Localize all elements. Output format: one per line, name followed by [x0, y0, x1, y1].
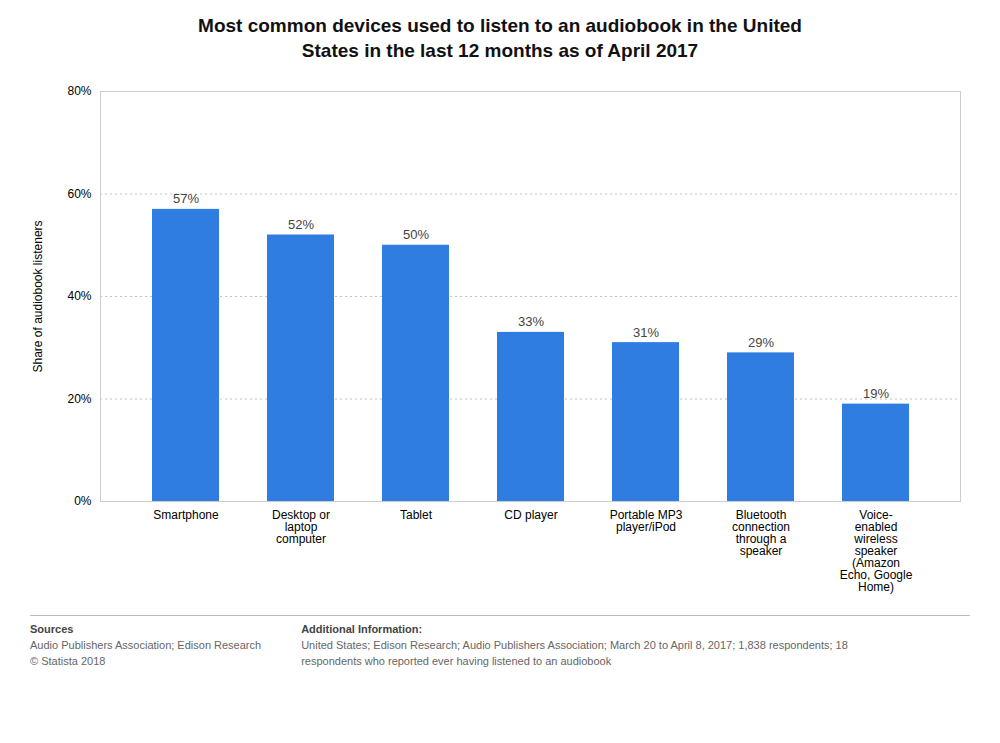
html-text:Audio Publishers Association;: Audio Publishers Association; Edison Res…	[30, 639, 262, 668]
svg-text:20%: 20%	[67, 392, 91, 406]
svg-text:31%: 31%	[633, 325, 659, 340]
svg-text:33%: 33%	[518, 315, 544, 330]
svg-text:52%: 52%	[288, 217, 314, 232]
svg-text:19%: 19%	[863, 387, 889, 402]
svg-text:Share of audiobook listeners: Share of audiobook listeners	[31, 221, 45, 373]
svg-text:50%: 50%	[403, 228, 429, 243]
svg-text:Smartphone: Smartphone	[153, 508, 219, 522]
svg-text:Tablet: Tablet	[400, 508, 433, 522]
svg-text:80%: 80%	[67, 85, 91, 99]
svg-text:Voice-enabledwirelessspeaker(A: Voice-enabledwirelessspeaker(AmazonEcho,…	[840, 508, 913, 594]
svg-text:Desktop orlaptopcomputer: Desktop orlaptopcomputer	[272, 508, 330, 546]
html-text:Additional Information:: Additional Information:	[301, 623, 423, 636]
svg-text:Portable MP3player/iPod: Portable MP3player/iPod	[610, 508, 683, 534]
html-text:Sources: Sources	[30, 623, 74, 636]
svg-text:Bluetoothconnectionthrough asp: Bluetoothconnectionthrough aspeaker	[732, 508, 790, 558]
svg-text:29%: 29%	[748, 335, 774, 350]
svg-text:0%: 0%	[74, 495, 92, 509]
svg-text:40%: 40%	[67, 290, 91, 304]
html-text:United States; Edison Research: United States; Edison Research; Audio Pu…	[301, 639, 848, 668]
svg-text:60%: 60%	[67, 187, 91, 201]
html-text:Most common devices used to li: Most common devices used to listen to an…	[198, 15, 802, 61]
svg-text:57%: 57%	[173, 192, 199, 207]
svg-text:CD player: CD player	[504, 508, 557, 522]
